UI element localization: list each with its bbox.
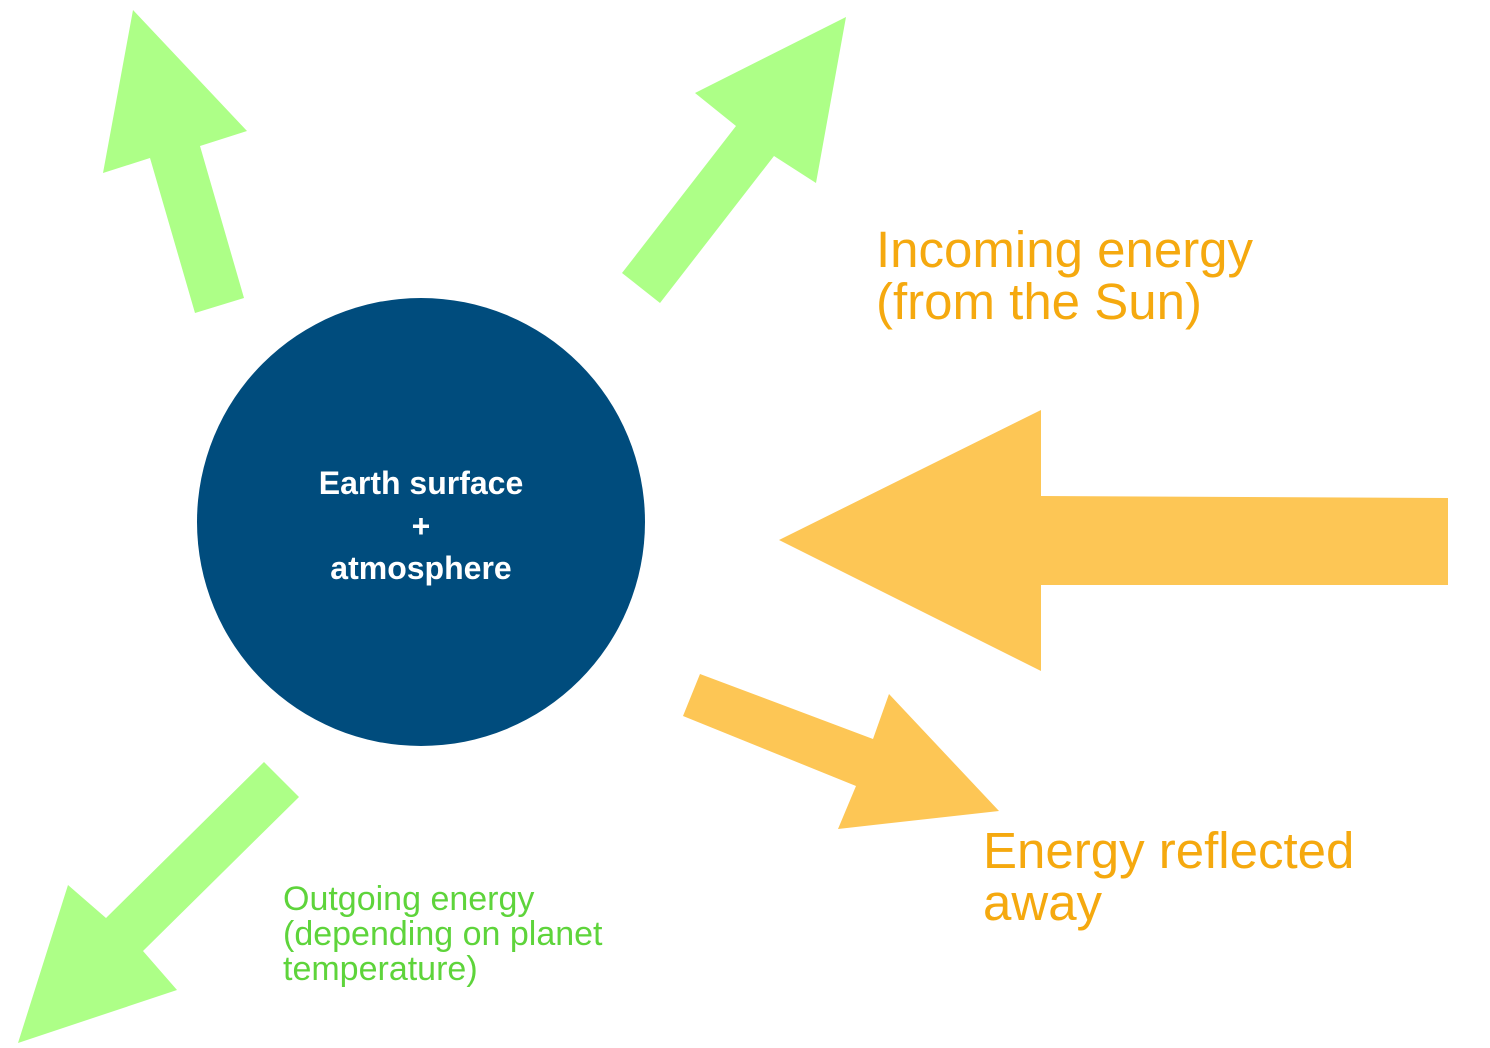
earth-circle [197,298,645,746]
incoming-energy-label-line-2: (from the Sun) [876,273,1202,330]
earth-label-line-2: + [412,508,431,544]
reflected-energy-arrow [683,674,999,829]
incoming-energy-arrow [779,410,1448,671]
outgoing-energy-label-line-2: (depending on planet [283,915,603,953]
incoming-energy-label: Incoming energy (from the Sun) [876,224,1253,328]
outgoing-arrow-down-left [18,762,299,1043]
outgoing-energy-label-line-1: Outgoing energy [283,880,535,918]
outgoing-energy-label-line-3: temperature) [283,950,478,988]
earth-label-line-1: Earth surface [319,465,524,501]
reflected-energy-label-line-2: away [983,874,1103,931]
incoming-energy-label-line-1: Incoming energy [876,221,1254,278]
outgoing-arrow-up-right [622,17,846,303]
reflected-energy-label: Energy reflected away [983,825,1354,929]
outgoing-arrow-up-left [103,10,247,313]
earth-label-line-3: atmosphere [330,550,511,586]
outgoing-energy-label: Outgoing energy (depending on planet tem… [283,882,603,987]
reflected-energy-label-line-1: Energy reflected [983,822,1355,879]
